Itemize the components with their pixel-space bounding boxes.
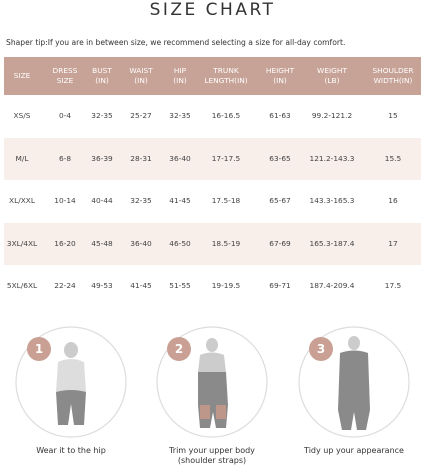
table-cell: 6-8 — [58, 153, 72, 163]
table-cell: 18.5-19 — [211, 238, 241, 248]
step-caption: Tidy up your appearance — [304, 446, 404, 455]
table-cell: 63-65 — [269, 153, 291, 163]
table-row — [4, 95, 421, 138]
table-cell: 65-67 — [269, 196, 291, 206]
step-caption: Wear it to the hip — [36, 446, 106, 455]
table-cell: 25-27 — [130, 111, 152, 121]
header-cell: HIP (IN) — [173, 66, 187, 85]
table-row — [4, 180, 421, 223]
table-cell: 40-44 — [91, 196, 113, 206]
table-cell: XL/XXL — [9, 196, 35, 206]
table-cell: 187.4-209.4 — [309, 281, 355, 291]
tip: Shaper tip:If you are in between size, w… — [6, 38, 346, 47]
table-cell: 41-45 — [130, 281, 152, 291]
table-cell: 45-48 — [91, 238, 113, 248]
header-cell: SHOULDER WIDTH(IN) — [372, 66, 414, 85]
step-number: 1 — [34, 342, 44, 356]
step-number: 3 — [316, 342, 326, 356]
table-cell: XS/S — [13, 111, 31, 121]
table-cell: 15 — [388, 111, 398, 121]
table-cell: 46-50 — [169, 238, 191, 248]
table-cell: 19-19.5 — [211, 281, 241, 291]
header-row — [4, 57, 421, 95]
table-cell: 67-69 — [269, 238, 291, 248]
table-cell: 36-39 — [91, 153, 113, 163]
table-cell: 16-20 — [54, 238, 76, 248]
table-cell: 22-24 — [54, 281, 76, 291]
table-cell: 17-17.5 — [211, 153, 241, 163]
table-cell: 49-53 — [91, 281, 113, 291]
table-cell: 3XL/4XL — [6, 238, 38, 248]
table-cell: 32-35 — [130, 196, 152, 206]
header-cell: BUST (IN) — [92, 66, 112, 85]
size-table: SIZE DRESS SIZE BUST (IN) WAIST (IN) HIP (IN… — [4, 57, 421, 308]
step-figure — [298, 326, 410, 438]
table-cell: 16-16.5 — [211, 111, 241, 121]
table-row — [4, 265, 421, 308]
table-cell: 5XL/6XL — [6, 281, 38, 291]
table-cell: 28-31 — [130, 153, 152, 163]
table-cell: 36-40 — [169, 153, 191, 163]
table-cell: 17 — [388, 238, 398, 248]
table-cell: 32-35 — [91, 111, 113, 121]
table-cell: 165.3-187.4 — [309, 238, 355, 248]
table-cell: 16 — [388, 196, 398, 206]
table-cell: 61-63 — [269, 111, 291, 121]
table-row — [4, 222, 421, 265]
table-cell: 143.3-165.3 — [309, 196, 355, 206]
table-cell: 17.5-18 — [211, 196, 241, 206]
table-row — [4, 137, 421, 180]
table-cell: 99.2-121.2 — [311, 111, 353, 121]
table-cell: 69-71 — [269, 281, 291, 291]
table-cell: 51-55 — [169, 281, 191, 291]
table-cell: M/L — [15, 153, 29, 163]
header-cell: DRESS SIZE — [52, 66, 78, 85]
table-cell: 0-4 — [58, 111, 72, 121]
table-cell: 17.5 — [384, 281, 402, 291]
table-cell: 36-40 — [130, 238, 152, 248]
table-cell: 121.2-143.3 — [309, 153, 355, 163]
step-figure — [156, 326, 268, 438]
header-cell: HEIGHT (IN) — [265, 66, 295, 85]
step-number: 2 — [174, 342, 184, 356]
header-cell: WAIST (IN) — [129, 66, 153, 85]
header-cell: TRUNK LENGTH(IN) — [204, 66, 248, 85]
step-figure — [15, 326, 127, 438]
table-cell: 15.5 — [384, 153, 402, 163]
table-cell: 10-14 — [54, 196, 76, 206]
step-caption: Trim your upper body (shoulder straps) — [169, 446, 255, 465]
table-cell: 32-35 — [169, 111, 191, 121]
header-cell: SIZE — [13, 71, 31, 80]
title: SIZE CHART — [149, 0, 276, 20]
table-cell: 41-45 — [169, 196, 191, 206]
header-cell: WEIGHT (LB) — [317, 66, 347, 85]
